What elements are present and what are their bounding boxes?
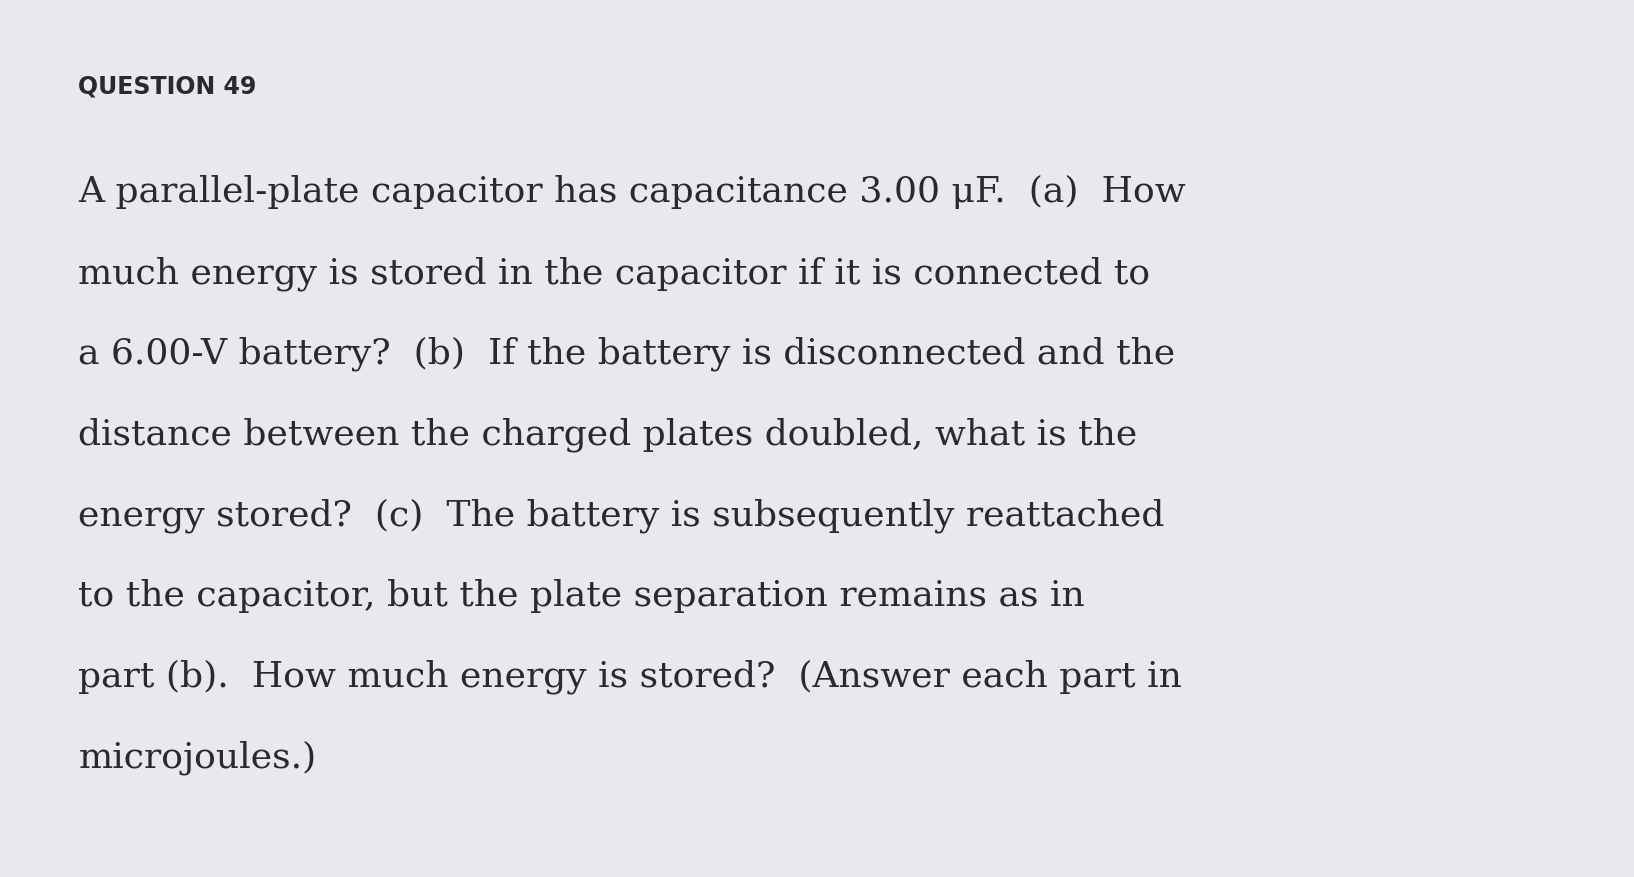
Text: distance between the charged plates doubled, what is the: distance between the charged plates doub…: [78, 417, 1137, 452]
Text: A parallel-plate capacitor has capacitance 3.00 μF.  (a)  How: A parallel-plate capacitor has capacitan…: [78, 175, 1186, 210]
Text: a 6.00-V battery?  (b)  If the battery is disconnected and the: a 6.00-V battery? (b) If the battery is …: [78, 337, 1176, 371]
Text: much energy is stored in the capacitor if it is connected to: much energy is stored in the capacitor i…: [78, 256, 1150, 290]
Text: energy stored?  (c)  The battery is subsequently reattached: energy stored? (c) The battery is subseq…: [78, 498, 1165, 532]
Text: part (b).  How much energy is stored?  (Answer each part in: part (b). How much energy is stored? (An…: [78, 660, 1183, 694]
Text: QUESTION 49: QUESTION 49: [78, 75, 257, 98]
Text: to the capacitor, but the plate separation remains as in: to the capacitor, but the plate separati…: [78, 579, 1085, 613]
Text: microjoules.): microjoules.): [78, 740, 317, 774]
